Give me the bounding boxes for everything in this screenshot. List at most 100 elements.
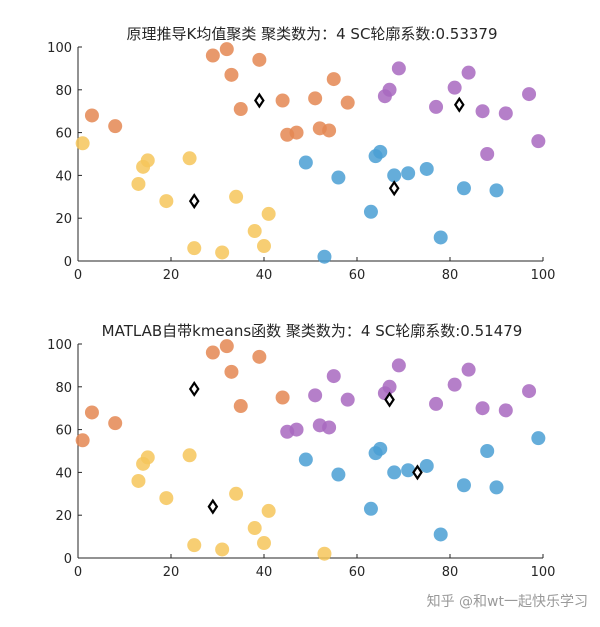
bottom-cluster-2-point	[275, 390, 290, 405]
bottom-cluster-1-point	[387, 465, 402, 480]
top-cluster-1-point	[363, 204, 378, 219]
bottom-cluster-1-point	[373, 441, 388, 456]
bottom-cluster-1-point	[531, 431, 546, 446]
top-cluster-2-point	[275, 93, 290, 108]
bottom-cluster-4-point	[498, 403, 513, 418]
top-centroid-marker	[388, 180, 400, 197]
top-cluster-1-point	[317, 249, 332, 264]
top-cluster-4-point	[429, 99, 444, 114]
bottom-cluster-2-point	[252, 349, 267, 364]
bottom-cluster-4-point	[382, 379, 397, 394]
top-cluster-1-point	[298, 155, 313, 170]
top-cluster-4-point	[475, 104, 490, 119]
bottom-cluster-4-point	[475, 401, 490, 416]
bottom-cluster-3-point	[257, 536, 271, 551]
bottom-y-tick-label: 60	[55, 424, 72, 439]
bottom-x-tick-label: 20	[163, 565, 180, 580]
bottom-cluster-1-point	[480, 444, 495, 458]
top-cluster-3-point	[187, 241, 202, 256]
bottom-cluster-2-point	[224, 364, 239, 379]
top-cluster-4-point	[498, 106, 513, 121]
bottom-cluster-4-point	[447, 377, 462, 392]
bottom-cluster-4-point	[522, 384, 537, 399]
bottom-cluster-4-point	[461, 362, 476, 377]
top-cluster-3-point	[229, 189, 244, 204]
bottom-cluster-1-point	[419, 458, 434, 473]
bottom-cluster-4-point	[340, 392, 355, 407]
top-cluster-3-point	[182, 151, 197, 166]
top-cluster-4-point	[531, 134, 546, 149]
top-x-tick-label: 20	[163, 268, 180, 283]
top-x-tick-label: 100	[531, 268, 556, 283]
bottom-cluster-2-point	[108, 416, 123, 431]
bottom-cluster-2-point	[75, 433, 90, 448]
top-cluster-1-point	[419, 161, 434, 176]
bottom-cluster-1-point	[456, 478, 471, 493]
bottom-cluster-3-point	[159, 491, 174, 506]
bottom-centroid-marker	[384, 391, 395, 408]
bottom-cluster-3-point	[261, 503, 276, 518]
bottom-cluster-4-point	[429, 396, 444, 411]
top-scatter-plot: 原理推导K均值聚类 聚类数为：4 SC轮廓系数:0.53379 0 20 40 60 8…	[47, 25, 555, 283]
top-cluster-4-point	[382, 82, 397, 97]
bottom-cluster-2-point	[219, 339, 234, 354]
bottom-scatter-plot: MATLAB自带kmeans函数 聚类数为：4 SC轮廓系数:0.51479 0…	[47, 322, 555, 580]
bottom-cluster-1-point	[298, 452, 313, 467]
top-cluster-4-point	[480, 147, 495, 161]
bottom-cluster-3-point	[247, 521, 262, 536]
top-cluster-1-point	[489, 183, 504, 198]
bottom-cluster-2-point	[205, 345, 220, 360]
top-cluster-3-point	[247, 224, 262, 239]
top-cluster-2-point	[252, 52, 267, 67]
top-y-tick-label: 100	[47, 41, 72, 56]
top-cluster-4-point	[522, 87, 537, 102]
bottom-x-tick-label: 40	[256, 565, 273, 580]
top-cluster-4-point	[461, 65, 476, 80]
bottom-cluster-3-point	[140, 450, 155, 465]
bottom-cluster-3-point	[229, 486, 244, 501]
bottom-centroid-marker	[207, 498, 219, 515]
bottom-cluster-1-point	[401, 463, 416, 478]
top-cluster-1-point	[401, 166, 416, 181]
bottom-cluster-2-point	[84, 405, 99, 420]
top-cluster-3-point	[159, 194, 174, 209]
bottom-y-tick-label: 20	[55, 509, 72, 524]
top-cluster-3-point	[257, 239, 271, 254]
bottom-x-tick-label: 100	[531, 565, 556, 580]
top-x-tick-label: 60	[349, 268, 366, 283]
top-centroid-marker	[453, 96, 465, 113]
bottom-y-tick-label: 80	[55, 381, 72, 396]
bottom-x-tick-label: 0	[74, 565, 82, 580]
top-cluster-3-point	[261, 206, 276, 221]
top-cluster-3-point	[215, 245, 230, 260]
top-cluster-2-point	[108, 119, 123, 134]
top-y-tick-label: 20	[55, 212, 72, 227]
bottom-cluster-1-point	[363, 501, 378, 516]
bottom-cluster-1-point	[433, 527, 448, 542]
bottom-y-tick-label: 0	[64, 552, 72, 567]
top-y-tick-label: 40	[55, 169, 72, 184]
bottom-y-tick-label: 40	[55, 466, 72, 481]
bottom-cluster-3-point	[317, 546, 332, 561]
bottom-plot-title: MATLAB自带kmeans函数 聚类数为：4 SC轮廓系数:0.51479	[102, 322, 523, 340]
top-x-tick-label: 80	[442, 268, 459, 283]
bottom-x-tick-label: 80	[442, 565, 459, 580]
bottom-y-tick-label: 100	[47, 338, 72, 353]
top-centroid-marker	[188, 193, 200, 210]
top-cluster-3-point	[131, 176, 146, 191]
top-cluster-2-point	[224, 67, 239, 82]
top-cluster-1-point	[387, 168, 402, 183]
top-x-tick-label: 0	[74, 268, 82, 283]
bottom-cluster-2-point	[233, 399, 248, 414]
top-cluster-3-point	[140, 153, 155, 168]
top-cluster-1-point	[331, 170, 346, 185]
top-cluster-1-point	[373, 144, 388, 159]
bottom-cluster-3-point	[182, 448, 197, 463]
top-cluster-2-point	[326, 72, 341, 87]
bottom-cluster-4-point	[391, 358, 406, 373]
top-cluster-4-point	[447, 80, 462, 95]
watermark-text: 知乎 @和wt一起快乐学习	[427, 593, 588, 610]
top-centroid-marker	[254, 92, 265, 109]
bottom-cluster-4-point	[322, 420, 337, 435]
